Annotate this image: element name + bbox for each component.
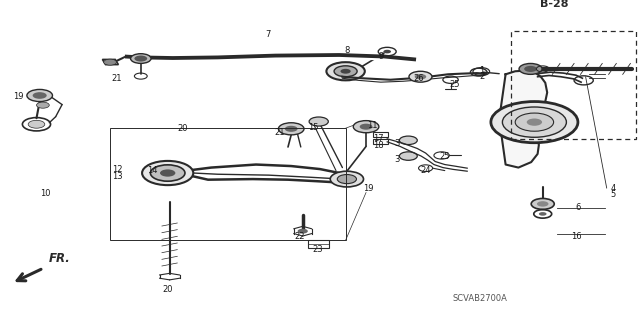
Circle shape: [415, 74, 426, 79]
Text: FR.: FR.: [49, 252, 70, 265]
Circle shape: [104, 59, 116, 65]
Text: 18: 18: [374, 141, 384, 150]
Circle shape: [36, 102, 49, 108]
Circle shape: [531, 198, 554, 209]
Text: SCVAB2700A: SCVAB2700A: [452, 294, 508, 303]
Text: 17: 17: [374, 134, 384, 143]
Circle shape: [399, 136, 417, 145]
Circle shape: [334, 66, 357, 77]
Circle shape: [491, 101, 578, 143]
Circle shape: [524, 66, 537, 72]
Text: 2: 2: [479, 72, 484, 81]
Circle shape: [502, 107, 566, 137]
Text: 19: 19: [13, 92, 23, 101]
Text: 4: 4: [611, 184, 616, 193]
Text: 24: 24: [420, 166, 431, 175]
Text: 11: 11: [367, 121, 378, 130]
Circle shape: [285, 126, 298, 132]
Circle shape: [160, 169, 175, 177]
Text: 15: 15: [308, 123, 319, 132]
Circle shape: [337, 174, 356, 184]
Circle shape: [142, 161, 193, 185]
Text: 10: 10: [40, 189, 51, 198]
Text: 21: 21: [111, 74, 122, 83]
Circle shape: [33, 92, 47, 99]
Text: 12: 12: [112, 165, 122, 174]
Text: 25: 25: [440, 152, 450, 161]
Text: 26: 26: [414, 74, 424, 83]
Text: 20: 20: [177, 124, 188, 133]
Circle shape: [27, 89, 52, 101]
Bar: [110, 128, 346, 240]
Circle shape: [527, 118, 542, 126]
Circle shape: [278, 123, 304, 135]
Circle shape: [399, 152, 417, 160]
Text: 9: 9: [379, 52, 384, 61]
Text: 21: 21: [275, 128, 285, 137]
Text: 20: 20: [163, 285, 173, 294]
Text: 22: 22: [294, 232, 305, 241]
Circle shape: [309, 117, 328, 126]
Circle shape: [353, 121, 379, 133]
Circle shape: [383, 50, 391, 53]
Circle shape: [360, 124, 372, 130]
Text: 16: 16: [571, 232, 581, 241]
Circle shape: [134, 56, 147, 62]
Circle shape: [539, 212, 547, 216]
Circle shape: [515, 113, 554, 131]
Text: 14: 14: [147, 166, 157, 175]
Circle shape: [519, 63, 542, 74]
Circle shape: [150, 165, 185, 181]
Circle shape: [28, 120, 45, 128]
Text: 1: 1: [479, 66, 484, 75]
Text: 19: 19: [363, 184, 373, 193]
Polygon shape: [499, 70, 547, 167]
Text: B-28: B-28: [540, 0, 569, 9]
Text: 8: 8: [345, 46, 350, 55]
Text: 23: 23: [313, 245, 323, 255]
Circle shape: [340, 69, 351, 74]
Text: 7: 7: [265, 30, 270, 39]
Circle shape: [326, 62, 365, 80]
Text: 5: 5: [611, 190, 616, 199]
Text: 6: 6: [576, 203, 581, 212]
Bar: [511, 31, 636, 139]
Text: 3: 3: [395, 155, 400, 164]
Text: 13: 13: [112, 172, 122, 181]
Circle shape: [537, 201, 548, 207]
Circle shape: [298, 229, 308, 234]
Text: 3: 3: [395, 139, 400, 148]
Circle shape: [330, 171, 364, 187]
Circle shape: [131, 54, 151, 63]
Text: 25: 25: [449, 80, 460, 89]
Circle shape: [409, 71, 432, 82]
